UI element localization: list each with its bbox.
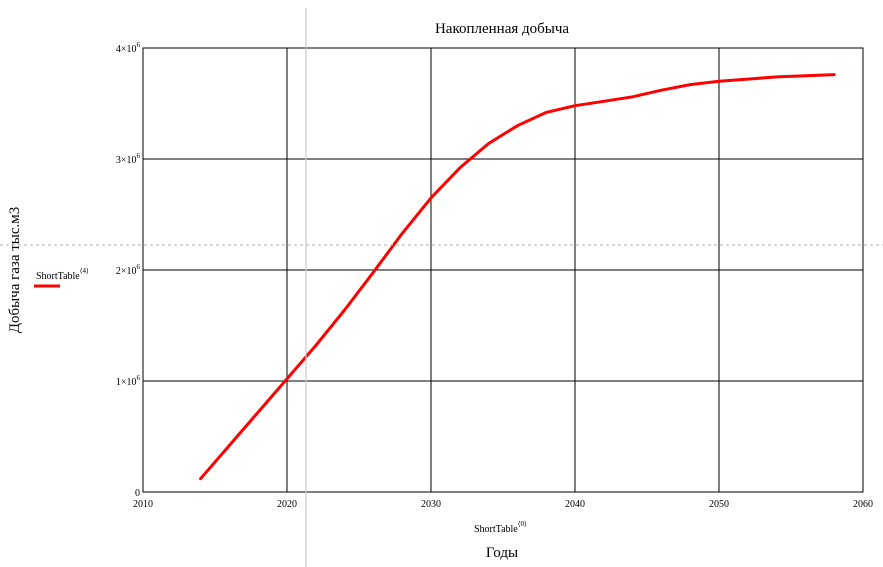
x-tick-label: 2020 (277, 499, 297, 510)
y-tick-label: 2×106 (116, 263, 141, 277)
y-tick-label: 3×106 (116, 152, 141, 166)
x-tick-label: 2030 (421, 499, 441, 510)
y-axis-label: Добыча газа тыс.м3 (7, 207, 23, 334)
chart-title: Накопленная добыча (435, 21, 569, 37)
legend-label: ShortTable⟨4⟩ (36, 267, 89, 282)
tick-labels: 2010 2020 2030 2040 2050 2060 0 1×106 2×106 3×106… (116, 41, 873, 510)
x-axis-label: Годы (486, 545, 518, 561)
y-tick-label: 1×106 (116, 374, 141, 388)
series-layer (199, 73, 836, 481)
x-tick-label: 2010 (133, 499, 153, 510)
x-expression-superscript: ⟨0⟩ (518, 520, 527, 528)
x-expression-base: ShortTable (474, 524, 518, 535)
x-tick-label: 2050 (709, 499, 729, 510)
y-tick-label: 0 (135, 488, 140, 499)
x-tick-label: 2060 (853, 499, 873, 510)
legend-label-base: ShortTable (36, 271, 80, 282)
series-line (199, 73, 836, 481)
x-expression-label: ShortTable⟨0⟩ (474, 520, 527, 535)
grid (142, 47, 864, 493)
legend: ShortTable⟨4⟩ (34, 267, 89, 288)
x-tick-label: 2040 (565, 499, 585, 510)
y-tick-label: 4×106 (116, 41, 141, 55)
legend-label-superscript: ⟨4⟩ (80, 267, 89, 275)
